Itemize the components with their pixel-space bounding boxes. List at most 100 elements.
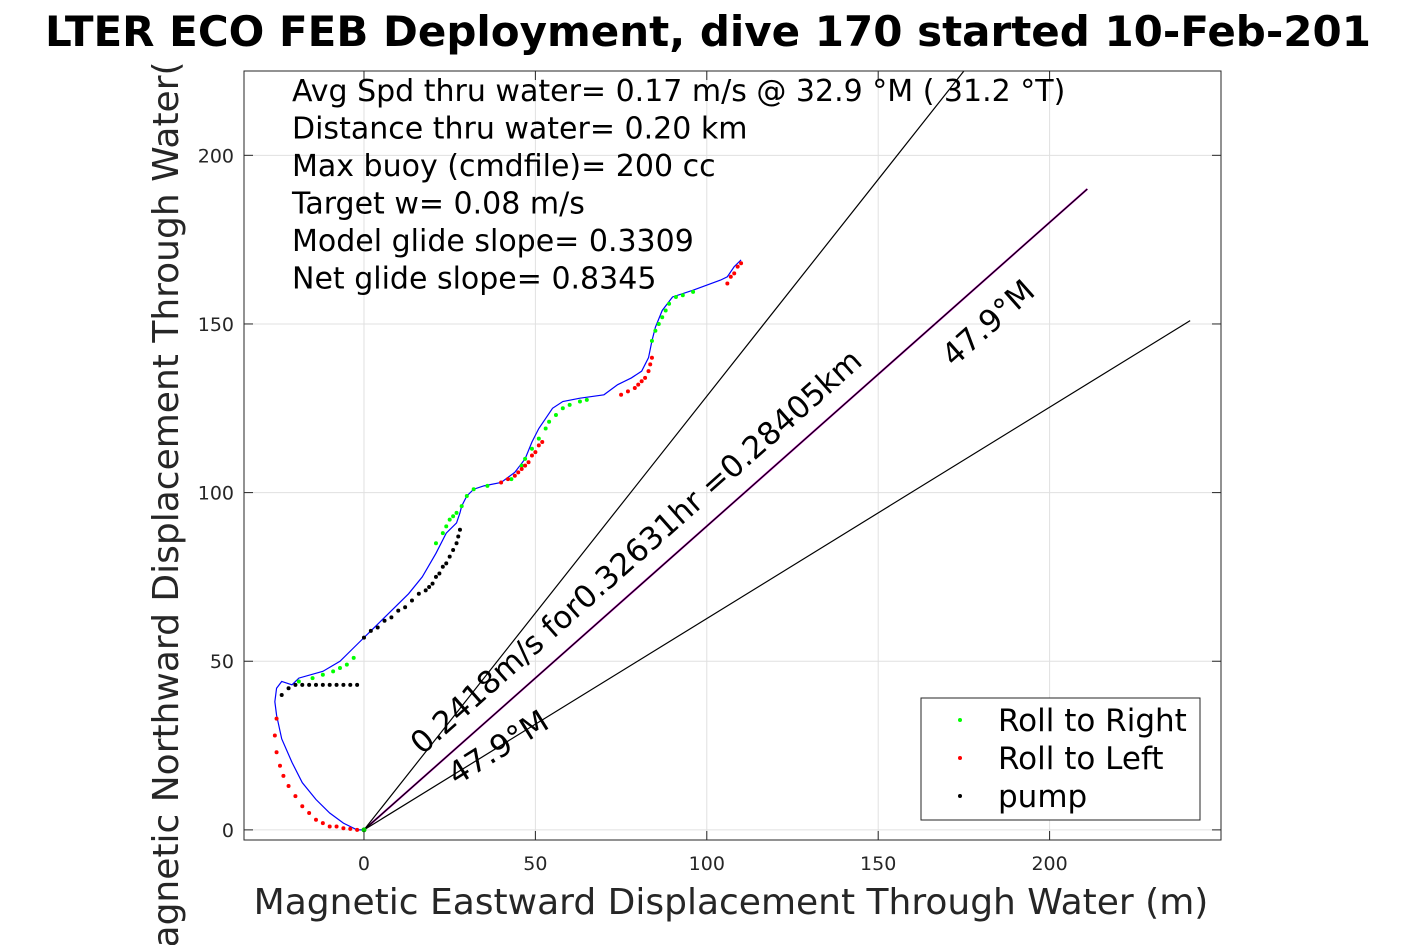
data-point-pump — [444, 561, 449, 566]
reference-line-bound-mid — [363, 188, 1088, 831]
data-point-roll-to-right — [351, 655, 356, 660]
data-point-roll-to-left — [646, 369, 651, 374]
data-point-pump — [396, 608, 401, 613]
data-point-roll-to-right — [433, 541, 438, 546]
data-point-pump — [293, 682, 298, 687]
data-point-roll-to-left — [649, 355, 654, 360]
stats-line: Avg Spd thru water= 0.17 m/s @ 32.9 °M (… — [292, 74, 1065, 109]
data-point-pump — [300, 682, 305, 687]
data-point-roll-to-right — [667, 301, 672, 306]
legend-box — [920, 697, 1201, 821]
data-point-roll-to-left — [728, 274, 733, 279]
data-point-roll-to-left — [619, 392, 624, 397]
data-point-roll-to-right — [673, 294, 678, 299]
data-point-roll-to-left — [341, 826, 346, 831]
data-point-roll-to-right — [567, 402, 572, 407]
data-point-roll-to-left — [348, 826, 353, 831]
data-point-pump — [307, 682, 312, 687]
stats-line: Target w= 0.08 m/s — [291, 187, 585, 222]
data-point-pump — [279, 692, 284, 697]
data-point-pump — [286, 686, 291, 691]
data-point-roll-to-left — [540, 440, 545, 445]
chart-title: LTER ECO FEB Deployment, dive 170 starte… — [45, 7, 1371, 56]
data-point-roll-to-left — [274, 750, 279, 755]
data-point-pump — [327, 682, 332, 687]
x-tick-label: 0 — [358, 853, 370, 875]
plot-frame — [243, 70, 1222, 841]
data-point-pump — [389, 615, 394, 620]
data-point-roll-to-right — [529, 446, 534, 451]
data-point-roll-to-left — [536, 443, 541, 448]
data-point-roll-to-right — [547, 419, 552, 424]
data-point-roll-to-right — [444, 524, 449, 529]
data-point-roll-to-right — [344, 662, 349, 667]
x-tick-label: 150 — [860, 853, 896, 875]
x-axis-label: Magnetic Eastward Displacement Through W… — [254, 882, 1209, 923]
data-point-roll-to-left — [307, 811, 312, 816]
data-point-roll-to-left — [320, 821, 325, 826]
data-point-roll-to-left — [286, 784, 291, 789]
data-point-roll-to-left — [274, 716, 279, 721]
data-point-roll-to-left — [327, 824, 332, 829]
legend-marker — [958, 794, 962, 798]
data-point-roll-to-left — [739, 261, 744, 266]
data-point-roll-to-right — [577, 399, 582, 404]
data-point-roll-to-left — [526, 460, 531, 465]
data-point-pump — [313, 682, 318, 687]
data-point-pump — [454, 541, 459, 546]
data-point-roll-to-left — [632, 386, 637, 391]
data-point-pump — [456, 534, 461, 539]
legend-label: Roll to Right — [998, 703, 1187, 739]
reference-line-bound-lower — [363, 320, 1191, 831]
legend-marker — [958, 756, 962, 760]
data-point-roll-to-right — [680, 293, 685, 298]
data-point-roll-to-right — [536, 436, 541, 441]
data-point-roll-to-right — [543, 426, 548, 431]
y-tick-label: 100 — [198, 483, 234, 505]
data-point-pump — [382, 618, 387, 623]
y-axis-label: Magnetic Northward Displacement Through … — [146, 61, 187, 945]
data-point-roll-to-left — [355, 827, 360, 832]
data-point-roll-to-left — [293, 794, 298, 799]
data-point-roll-to-left — [732, 271, 737, 276]
data-point-roll-to-left — [533, 450, 538, 455]
data-point-pump — [440, 564, 445, 569]
track-layer — [274, 259, 742, 831]
data-point-pump — [457, 527, 462, 532]
stats-line: Distance thru water= 0.20 km — [292, 112, 747, 147]
data-point-pump — [433, 574, 438, 579]
data-point-roll-to-right — [464, 493, 469, 498]
data-point-pump — [427, 585, 432, 590]
stats-text-block: Avg Spd thru water= 0.17 m/s @ 32.9 °M (… — [291, 74, 1065, 297]
data-point-pump — [320, 682, 325, 687]
data-point-roll-to-right — [451, 514, 456, 519]
data-point-pump — [451, 547, 456, 552]
y-tick-label: 0 — [222, 820, 234, 842]
data-point-pump — [361, 635, 366, 640]
data-point-roll-to-right — [663, 308, 668, 313]
data-point-roll-to-left — [648, 362, 653, 367]
stats-line: Max buoy (cmdfile)= 200 cc — [292, 149, 716, 184]
data-points — [272, 261, 744, 833]
reference-lines — [363, 70, 1191, 831]
data-point-roll-to-right — [440, 531, 445, 536]
data-point-roll-to-right — [523, 456, 528, 461]
origin-point — [361, 827, 367, 833]
reference-line-bound-upper — [363, 70, 965, 831]
data-point-roll-to-left — [505, 477, 510, 482]
data-point-roll-to-right — [553, 413, 558, 418]
data-point-roll-to-right — [509, 477, 514, 482]
legend-label: pump — [998, 779, 1087, 815]
data-point-roll-to-right — [584, 397, 589, 402]
data-point-roll-to-right — [656, 321, 661, 326]
data-point-pump — [355, 682, 360, 687]
legend-marker — [958, 718, 962, 722]
data-point-roll-to-right — [660, 315, 665, 320]
axis-ticks: 0 50 100 150 200 0 50 100 150 200 — [198, 71, 1221, 875]
data-point-roll-to-left — [512, 473, 517, 478]
data-point-roll-to-left — [281, 773, 286, 778]
data-point-pump — [430, 581, 435, 586]
data-point-pump — [334, 682, 339, 687]
